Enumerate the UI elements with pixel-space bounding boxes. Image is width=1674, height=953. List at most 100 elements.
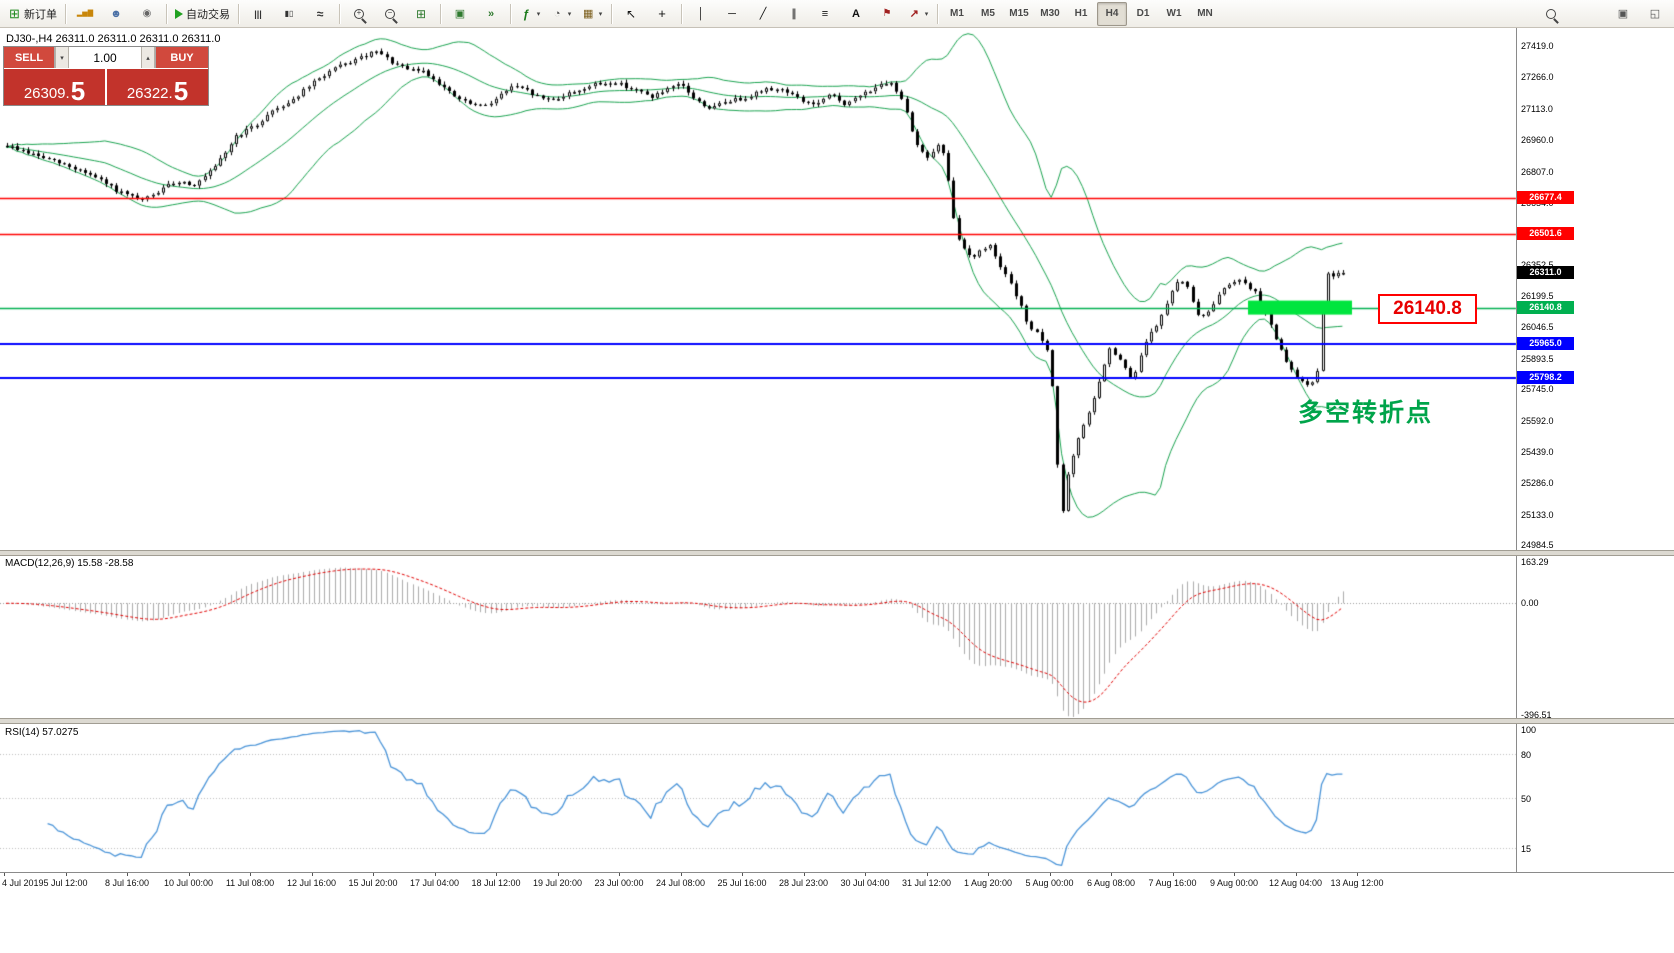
channel-icon: ∥ bbox=[791, 7, 797, 20]
profiles-button[interactable]: ☻ bbox=[101, 2, 131, 26]
time-axis-label: 9 Aug 00:00 bbox=[1209, 878, 1259, 888]
time-axis-label: 12 Jul 16:00 bbox=[286, 878, 337, 888]
new-window-button[interactable]: ▣ bbox=[1608, 2, 1638, 26]
timeframe-d1-button[interactable]: D1 bbox=[1136, 8, 1150, 19]
time-axis-label: 23 Jul 00:00 bbox=[594, 878, 644, 888]
expand-button[interactable]: ◱ bbox=[1640, 2, 1670, 26]
new-order-button-label: 新订单 bbox=[24, 8, 57, 21]
timeframe-h4-button[interactable]: H4 bbox=[1097, 1, 1127, 26]
cascade-windows-button[interactable]: ▣ bbox=[445, 2, 475, 26]
cursor-button[interactable]: ↖ bbox=[616, 2, 646, 26]
time-axis-label: 18 Jul 12:00 bbox=[471, 878, 521, 888]
new-chart-button[interactable]: ▂▅▇ bbox=[70, 2, 100, 26]
time-axis-label: 5 Jul 12:00 bbox=[43, 878, 88, 888]
price-axis-tick: 25745.0 bbox=[1521, 384, 1554, 395]
zoom-out-icon: − bbox=[385, 8, 395, 19]
zoom-in-button[interactable]: + bbox=[344, 2, 374, 26]
macd-panel-splitter[interactable] bbox=[0, 550, 1674, 556]
line-chart-button[interactable]: ≈ bbox=[305, 2, 335, 26]
time-axis-tick bbox=[250, 873, 251, 876]
annotation-text[interactable]: 多空转折点 bbox=[1298, 399, 1434, 427]
sell-price-fraction: 5 bbox=[70, 75, 86, 106]
caret-down-icon: ▾ bbox=[924, 10, 929, 18]
candles-chart-button[interactable]: ▮▯ bbox=[274, 2, 304, 26]
zoom-out-button[interactable]: − bbox=[375, 2, 405, 26]
trade-panel-top-row: SELL ▾ 1.00 ▴ BUY bbox=[4, 47, 208, 68]
rsi-panel-splitter[interactable] bbox=[0, 718, 1674, 724]
market-watch-button[interactable]: ◉ bbox=[132, 2, 162, 26]
timeframe-m15-button[interactable]: M15 bbox=[1009, 8, 1029, 19]
caret-down-icon: ▾ bbox=[598, 10, 603, 18]
time-axis-label: 1 Aug 20:00 bbox=[963, 878, 1013, 888]
toolbar-right-group: ▣ ◱ bbox=[1536, 2, 1670, 26]
arrows-button[interactable]: ↗ ▾ bbox=[903, 2, 933, 26]
time-axis-tick bbox=[188, 873, 190, 876]
bars-chart-button[interactable]: ||| bbox=[243, 2, 273, 26]
trendline-button[interactable]: ╱ bbox=[748, 2, 778, 26]
trade-panel-price-row: 26309. 5 26322. 5 bbox=[4, 68, 208, 105]
macd-axis-label: 163.29 bbox=[1521, 557, 1549, 567]
tile-icon: ⊞ bbox=[415, 6, 427, 21]
support-line-2-tag: 25798.2 bbox=[1517, 371, 1574, 385]
templates-button[interactable]: ▦ ▾ bbox=[577, 2, 607, 26]
timeframe-m1-button[interactable]: M1 bbox=[950, 8, 964, 19]
timeframe-w1-button[interactable]: W1 bbox=[1166, 8, 1182, 19]
volume-decrease-button[interactable]: ▾ bbox=[55, 47, 69, 68]
new-order-button[interactable]: ⊞ 新订单 bbox=[4, 2, 61, 26]
timeframe-m5-button[interactable]: M5 bbox=[981, 8, 995, 19]
channel-button[interactable]: ∥ bbox=[779, 2, 809, 26]
time-axis-tick bbox=[1049, 873, 1051, 876]
fibonacci-icon: ≡ bbox=[821, 7, 829, 20]
search-button[interactable] bbox=[1536, 2, 1566, 26]
time-axis[interactable]: 4 Jul 2019 5 Jul 12:00 8 Jul 16:00 10 Jul 0… bbox=[0, 872, 1674, 895]
vertical-line-icon: │ bbox=[697, 7, 705, 20]
price-callout[interactable]: 26140.8 bbox=[1378, 294, 1477, 324]
periods-button[interactable]: ◔ ▾ bbox=[546, 2, 576, 26]
volume-box: ▾ 1.00 ▴ bbox=[54, 47, 156, 68]
volume-input[interactable]: 1.00 bbox=[93, 50, 117, 65]
time-axis-label: 24 Jul 08:00 bbox=[655, 878, 706, 888]
indicators-icon: ƒ bbox=[522, 6, 530, 21]
time-axis-label: 28 Jul 23:00 bbox=[778, 878, 829, 888]
volume-increase-button[interactable]: ▴ bbox=[141, 47, 155, 68]
price-axis-tick: 26960.0 bbox=[1521, 135, 1554, 146]
text-icon: A bbox=[852, 7, 860, 20]
time-axis-tick bbox=[1234, 873, 1235, 876]
indicators-button[interactable]: ƒ ▾ bbox=[515, 2, 545, 26]
fibonacci-button[interactable]: ≡ bbox=[810, 2, 840, 26]
zoom-in-icon: + bbox=[354, 8, 364, 19]
vertical-line-button[interactable]: │ bbox=[686, 2, 716, 26]
auto-scroll-button[interactable]: » bbox=[476, 2, 506, 26]
text-button[interactable]: A bbox=[841, 2, 871, 26]
sell-button[interactable]: SELL bbox=[4, 47, 54, 68]
person-icon: ☻ bbox=[110, 7, 122, 20]
price-axis-tick: 25592.0 bbox=[1521, 415, 1554, 426]
crosshair-button[interactable]: + bbox=[647, 2, 677, 26]
price-axis-tick: 24984.5 bbox=[1521, 540, 1554, 551]
time-axis-tick bbox=[127, 873, 128, 876]
label-button[interactable]: ⚑ bbox=[872, 2, 902, 26]
time-axis-label: 17 Jul 04:00 bbox=[409, 878, 460, 888]
time-axis-tick bbox=[619, 873, 620, 876]
timeframe-mn-button[interactable]: MN bbox=[1197, 8, 1213, 19]
horizontal-line-button[interactable]: ─ bbox=[717, 2, 747, 26]
price-axis-tick: 25893.5 bbox=[1521, 353, 1554, 364]
buy-price-button[interactable]: 26322. 5 bbox=[105, 69, 208, 105]
price-scale-border bbox=[1516, 28, 1517, 872]
time-axis-tick bbox=[1172, 873, 1174, 876]
buy-button[interactable]: BUY bbox=[156, 47, 208, 68]
timeframe-m30-button[interactable]: M30 bbox=[1040, 8, 1060, 19]
rsi-axis-label: 15 bbox=[1521, 844, 1532, 855]
time-axis-label: 19 Jul 20:00 bbox=[532, 878, 583, 888]
template-icon: ▦ bbox=[583, 7, 594, 20]
rsi-axis-label: 50 bbox=[1521, 793, 1532, 804]
chart-canvas[interactable] bbox=[0, 28, 1674, 872]
resistance-line-2-tag: 26501.6 bbox=[1517, 227, 1574, 241]
sell-price-button[interactable]: 26309. 5 bbox=[4, 69, 105, 105]
sell-price-main: 26309. bbox=[23, 84, 70, 102]
time-axis-label: 10 Jul 00:00 bbox=[163, 878, 214, 888]
tile-windows-button[interactable]: ⊞ bbox=[406, 2, 436, 26]
autotrading-button[interactable]: 自动交易 bbox=[171, 2, 234, 26]
price-axis-tick: 26807.0 bbox=[1521, 166, 1554, 177]
timeframe-h1-button[interactable]: H1 bbox=[1074, 8, 1088, 19]
